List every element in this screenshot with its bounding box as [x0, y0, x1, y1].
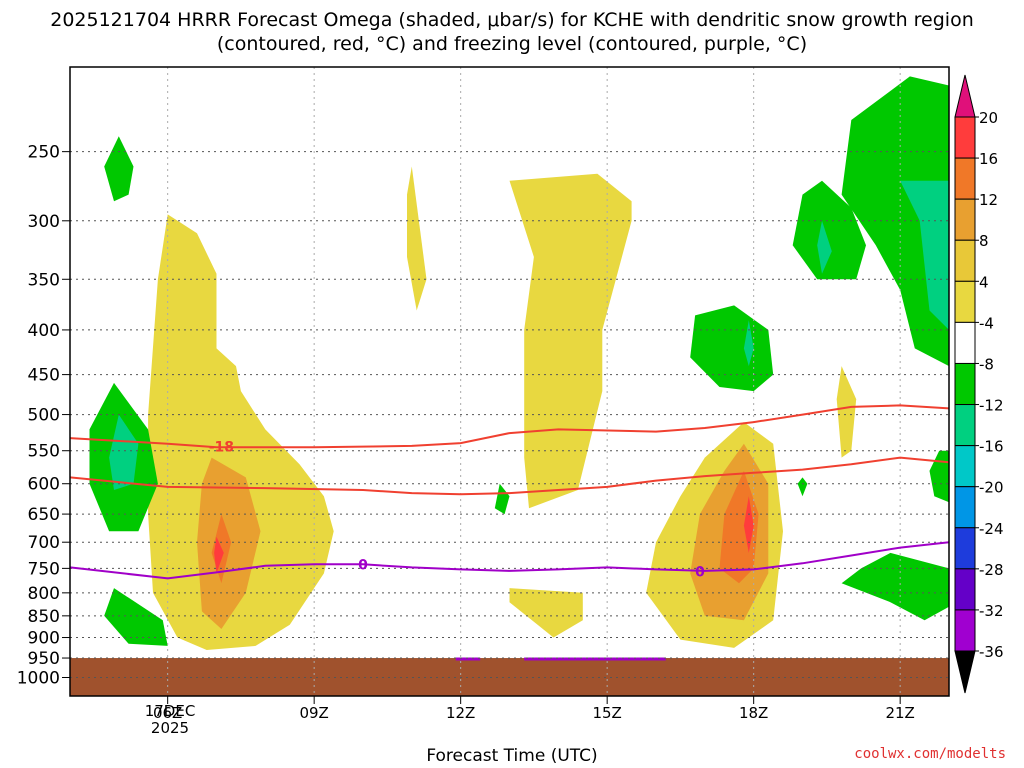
colorbar-swatch: [954, 280, 976, 323]
omega-region-yellow: [509, 588, 583, 638]
omega-region-yellow: [148, 214, 334, 650]
colorbar-label: 20: [979, 109, 998, 127]
plot-area: -18 0 0: [70, 67, 949, 696]
y-tick-label: 650: [28, 505, 60, 525]
omega-region-green: [929, 450, 949, 503]
omega-region-red: [214, 536, 224, 574]
y-tick-label: 700: [28, 533, 60, 553]
colorbar-label: -28: [979, 561, 1004, 579]
colorbar-swatch: [954, 404, 976, 447]
colorbar-label: 16: [979, 150, 998, 168]
y-tick-label: 800: [28, 584, 60, 604]
isotherm-line-0: [70, 404, 949, 449]
omega-region-teal: [817, 220, 832, 274]
y-tick-label: 450: [28, 366, 60, 386]
x-tick-label: 12Z: [446, 704, 475, 722]
colorbar-label: -8: [979, 355, 994, 373]
chart-title: 2025121704 HRRR Forecast Omega (shaded, …: [50, 9, 974, 55]
colorbar-label: 8: [979, 232, 989, 250]
colorbar-label: -24: [979, 520, 1004, 538]
omega-region-green: [104, 588, 168, 646]
contour-label: 0: [695, 564, 705, 580]
credit-link[interactable]: coolwx.com/modelts: [854, 746, 1006, 762]
omega-region-green: [797, 477, 808, 497]
y-tick-label: 500: [28, 406, 60, 426]
date-label: 17DEC 2025: [130, 703, 210, 737]
colorbar-swatch: [954, 116, 976, 159]
colorbar-swatch: [954, 362, 976, 406]
y-tick-label: 1000: [17, 668, 60, 688]
colorbar-swatch: [954, 486, 976, 529]
colorbar-label: -32: [979, 602, 1004, 620]
omega-region-green: [792, 180, 866, 280]
colorbar-bottom-arrow: [954, 650, 976, 694]
x-tick-label: 18Z: [739, 704, 768, 722]
omega-region-green: [841, 76, 949, 367]
y-tick-label: 250: [28, 143, 60, 163]
y-tick-label: 750: [28, 559, 60, 579]
y-tick-label: 600: [28, 475, 60, 495]
omega-region-green: [690, 305, 774, 392]
colorbar-top-arrow: [954, 74, 976, 118]
colorbar-swatch: [954, 568, 976, 611]
x-axis-title: Forecast Time (UTC): [426, 746, 598, 766]
y-tick-label: 350: [28, 270, 60, 290]
y-tick-label: 300: [28, 212, 60, 232]
y-tick-label: 550: [28, 442, 60, 462]
isotherm-line-2: [70, 541, 949, 580]
colorbar-label: 4: [979, 273, 989, 291]
colorbar-swatch: [954, 445, 976, 488]
omega-region-yellow: [836, 366, 857, 458]
contour-label: -18: [209, 440, 234, 456]
y-tick-label: 850: [28, 607, 60, 627]
omega-region-yellow: [407, 166, 427, 311]
x-tick-label: 09Z: [299, 704, 328, 722]
x-tick-label: 21Z: [885, 704, 914, 722]
y-tick-label: 400: [28, 321, 60, 341]
omega-region-teal: [900, 180, 949, 330]
omega-region-red: [743, 496, 754, 553]
y-tick-label: 950: [28, 649, 60, 669]
colorbar-swatch: [954, 321, 976, 364]
colorbar-swatch: [954, 527, 976, 570]
contour-label: 0: [358, 557, 368, 573]
omega-region-yellow: [509, 173, 632, 509]
date-label-year: 2025: [150, 719, 190, 737]
isotherm-line-1: [70, 456, 949, 496]
colorbar-swatch: [954, 198, 976, 241]
colorbar-label: -16: [979, 438, 1004, 456]
plot-frame: [69, 66, 950, 697]
omega-region-teal: [743, 320, 754, 367]
colorbar-label: -36: [979, 643, 1004, 661]
colorbar-swatch: [954, 157, 976, 200]
colorbar-swatch: [954, 609, 976, 652]
y-tick-label: 900: [28, 629, 60, 649]
omega-region-green: [841, 552, 949, 621]
colorbar-label: 12: [979, 191, 998, 209]
colorbar-label: -4: [979, 314, 994, 332]
x-tick-label: 15Z: [592, 704, 621, 722]
omega-region-green: [494, 483, 510, 515]
x-tick-label: 06Z: [153, 704, 182, 722]
omega-region-teal: [109, 414, 139, 490]
colorbar-label: -12: [979, 397, 1004, 415]
colorbar-swatch: [954, 239, 976, 282]
date-label-day: 17DEC: [144, 702, 196, 720]
colorbar-label: -20: [979, 479, 1004, 497]
omega-region-green: [104, 136, 134, 202]
